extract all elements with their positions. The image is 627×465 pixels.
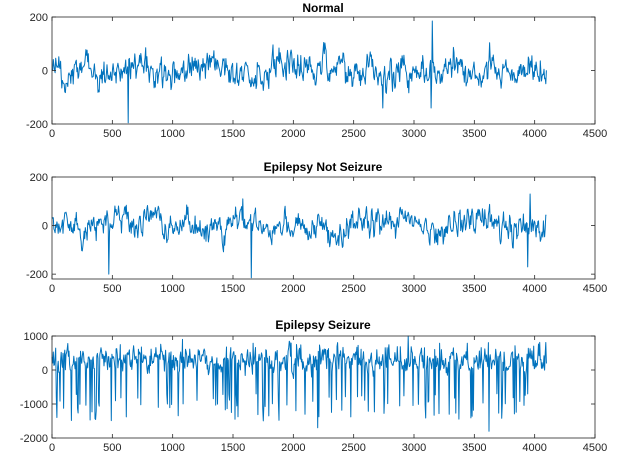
x-tick-label: 4500 (583, 283, 607, 295)
signal-line (51, 335, 547, 432)
x-tick-label: 2000 (281, 442, 305, 454)
tick-layer: 0 500 1000 1500 2000 2500 3000 3500 4000 4500-200… (26, 172, 607, 295)
x-tick-label: 2500 (341, 283, 365, 295)
x-tick-label: 1500 (221, 442, 245, 454)
series-layer (51, 335, 547, 432)
x-tick-label: 2000 (281, 128, 305, 140)
y-tick-label: -2000 (20, 433, 48, 445)
x-tick-label: 4500 (583, 128, 607, 140)
panel-epilepsy-not-seizure: Epilepsy Not Seizure 0 500 1000 1500 2000 250… (26, 160, 607, 295)
panel-title: Normal (302, 1, 343, 15)
panel-normal: Normal 0 500 1000 1500 2000 2500 3000 3500 4000 4… (26, 1, 607, 140)
x-tick-label: 2500 (341, 128, 365, 140)
x-tick-label: 3500 (462, 442, 486, 454)
x-tick-label: 3000 (402, 442, 426, 454)
panel-title: Epilepsy Not Seizure (264, 160, 383, 174)
x-tick-label: 500 (103, 442, 121, 454)
y-tick-label: 1000 (24, 331, 48, 343)
x-tick-label: 4000 (522, 442, 546, 454)
x-tick-label: 1000 (160, 442, 184, 454)
x-tick-label: 4000 (522, 283, 546, 295)
y-tick-label: -1000 (20, 399, 48, 411)
x-tick-label: 3000 (402, 128, 426, 140)
signal-line (51, 193, 547, 279)
x-tick-label: 1000 (160, 128, 184, 140)
x-tick-label: 4000 (522, 128, 546, 140)
y-tick-label: 0 (42, 66, 48, 78)
y-tick-label: 0 (42, 221, 48, 233)
y-tick-label: -200 (26, 119, 48, 131)
x-tick-label: 2000 (281, 283, 305, 295)
series-layer (51, 193, 547, 279)
x-tick-label: 3500 (462, 128, 486, 140)
axes-box (51, 176, 596, 280)
y-tick-label: 200 (30, 12, 48, 24)
panel-title: Epilepsy Seizure (275, 318, 371, 332)
y-tick-label: 0 (42, 365, 48, 377)
series-layer (51, 20, 547, 124)
y-tick-label: 200 (30, 172, 48, 184)
tick-layer: 0 500 1000 1500 2000 2500 3000 3500 4000 4500 -200… (20, 331, 607, 454)
x-tick-label: 500 (103, 128, 121, 140)
x-tick-label: 4500 (583, 442, 607, 454)
x-tick-label: 1500 (221, 283, 245, 295)
x-tick-label: 3000 (402, 283, 426, 295)
x-tick-label: 3500 (462, 283, 486, 295)
x-tick-label: 0 (49, 283, 55, 295)
x-tick-label: 500 (103, 283, 121, 295)
tick-layer: 0 500 1000 1500 2000 2500 3000 3500 4000 4500-200… (26, 12, 607, 140)
panel-epilepsy-seizure: Epilepsy Seizure 0 500 1000 1500 2000 2500 300… (20, 318, 607, 454)
axes-box (51, 335, 596, 439)
x-tick-label: 1500 (221, 128, 245, 140)
x-tick-label: 2500 (341, 442, 365, 454)
x-tick-label: 1000 (160, 283, 184, 295)
x-tick-label: 0 (49, 442, 55, 454)
signal-line (51, 20, 547, 124)
y-tick-label: -200 (26, 269, 48, 281)
x-tick-label: 0 (49, 128, 55, 140)
